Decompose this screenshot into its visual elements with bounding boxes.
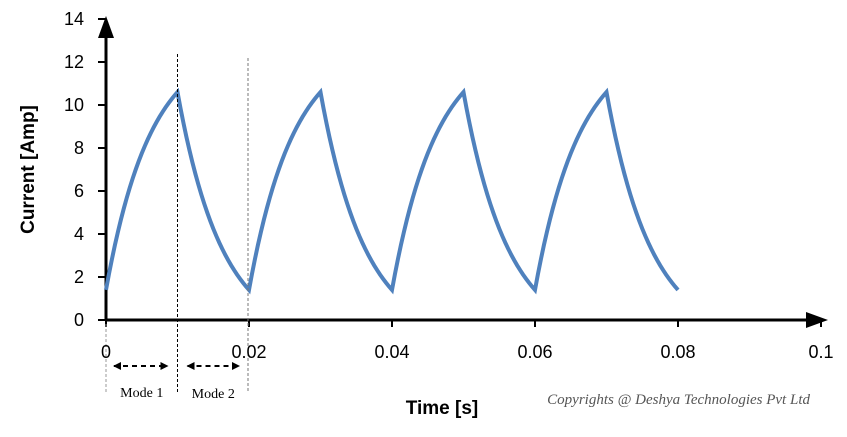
x-tick-label: 0.06	[517, 342, 552, 362]
x-tick-label: 0.02	[231, 342, 266, 362]
mode1-label: Mode 1	[120, 386, 163, 401]
axes	[98, 16, 828, 328]
y-tick-label: 6	[74, 181, 84, 201]
x-axis-arrowhead	[806, 312, 828, 328]
x-tick-label: 0.08	[660, 342, 695, 362]
x-tick-label: 0	[101, 342, 111, 362]
y-tick-label: 4	[74, 224, 84, 244]
mode2-label: Mode 2	[192, 387, 235, 402]
y-axis-arrowhead	[98, 16, 114, 38]
label-layer: 0 2 4 6 8 10 12 14 0 0.02 0.04 0.06 0.08 0.1 Time [s] C…	[18, 9, 834, 419]
y-tick-label: 8	[74, 138, 84, 158]
y-tick-label: 2	[74, 267, 84, 287]
y-tick-label: 10	[64, 95, 84, 115]
x-axis-title: Time [s]	[406, 398, 479, 419]
x-tick-label: 0.04	[374, 342, 409, 362]
y-tick-label: 0	[74, 310, 84, 330]
y-tick-label: 14	[64, 9, 84, 29]
y-axis-title: Current [Amp]	[18, 105, 39, 234]
y-tick-label: 12	[64, 52, 84, 72]
x-tick-label: 0.1	[808, 342, 833, 362]
series-layer	[104, 87, 680, 295]
current-waveform-line	[104, 87, 680, 295]
copyright-text: Copyrights @ Deshya Technologies Pvt Ltd	[547, 392, 810, 408]
annotation-layer	[105, 54, 249, 392]
